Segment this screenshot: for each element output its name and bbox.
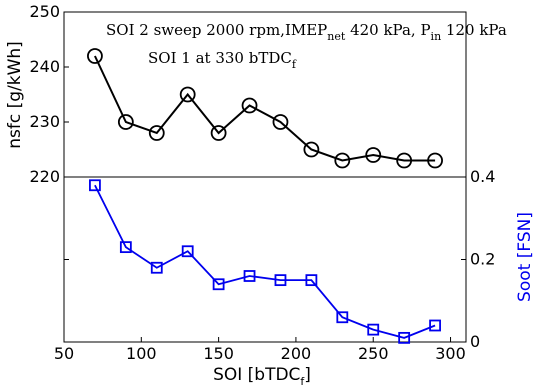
top-y-tick-label: 220 [29,167,60,186]
bottom-right-y-axis-label: Soot [FSN] [515,212,535,302]
x-tick-label: 300 [435,344,466,363]
annotation-line-2: SOI 1 at 330 bTDCf [148,49,297,71]
nsfc-point [272,114,289,130]
nsfc-point [334,152,351,169]
soot-point [89,179,101,192]
nsfc-point [117,114,134,130]
nsfc-point [210,125,227,141]
bottom-panel-frame [63,176,467,343]
right-y-tick-label: 0.4 [470,167,495,186]
soot-point [336,311,349,324]
soot-point [119,241,132,254]
right-y-tick-label: 0.2 [470,250,495,269]
soot-series [89,179,441,344]
nsfc-point [179,86,196,103]
x-axis-label: SOI [bTDCf] [213,365,311,385]
annotation-line-1: SOI 2 sweep 2000 rpm,IMEPnet 420 kPa, Pi… [106,21,507,43]
soot-point [367,323,380,336]
soot-point [243,270,256,282]
nsfc-point [427,152,443,169]
x-tick-label: 250 [358,344,389,363]
x-tick-label: 150 [203,344,234,363]
x-tick-label: 100 [126,344,157,363]
soot-point [212,278,225,291]
nsfc-point [241,97,258,114]
nsfc-line [94,55,436,162]
nsfc-point [396,152,413,169]
top-y-tick-label: 230 [29,112,60,131]
nsfc-point [87,48,103,64]
soot-point [398,331,411,344]
soot-point [305,274,318,287]
top-y-tick-label: 240 [29,57,60,76]
soot-point [429,319,441,332]
nsfc-point [148,125,165,141]
nsfc-point [303,141,320,158]
right-y-tick-label: 0 [470,332,480,351]
nsfc-point [365,147,382,163]
soot-point [274,274,287,287]
nsfc-series [87,48,443,169]
soot-line [94,184,436,339]
soot-point [150,261,163,274]
top-y-axis-label: nsfc [g/kWh] [5,41,25,149]
top-y-axis-ticks: 220 230 240 250 [29,2,69,186]
x-tick-label: 50 [54,344,74,363]
soot-point [181,245,194,258]
x-tick-label: 200 [281,344,312,363]
top-y-tick-label: 250 [29,2,60,21]
